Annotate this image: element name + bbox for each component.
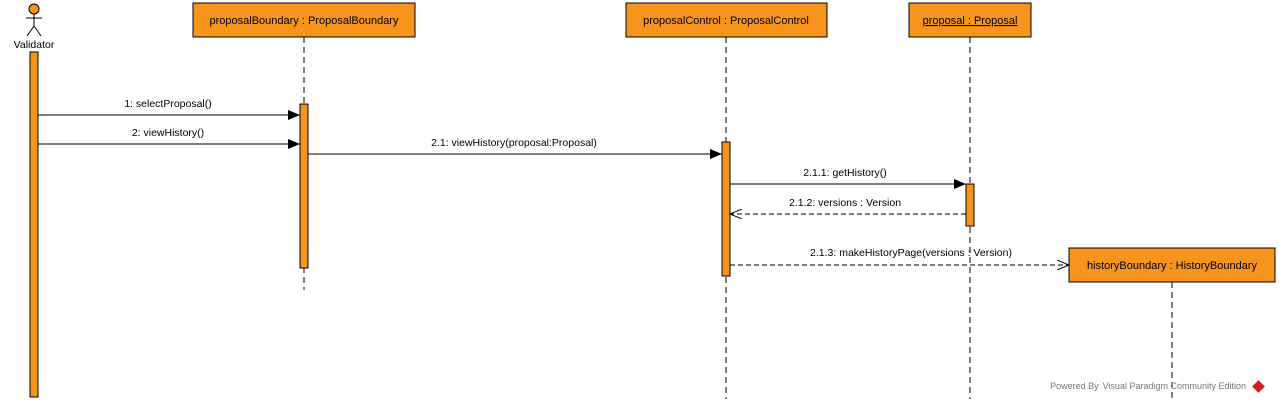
actor-validator[interactable]: Validator	[14, 3, 55, 51]
actor-name: Validator	[14, 39, 55, 51]
message-label: 2.1.1: getHistory()	[803, 167, 886, 179]
lifeline-proposal[interactable]: proposal : Proposal	[908, 2, 1032, 399]
lifeline-head-proposal-control[interactable]	[625, 2, 828, 38]
lifeline-label: historyBoundary : HistoryBoundary	[1087, 260, 1257, 272]
message-view-history[interactable]: 2: viewHistory()	[38, 127, 300, 149]
activation-validator	[29, 51, 39, 398]
lifeline-proposal-boundary[interactable]: proposalBoundary : ProposalBoundary	[192, 2, 416, 290]
message-label: 2: viewHistory()	[132, 127, 204, 139]
message-get-history[interactable]: 2.1.1: getHistory()	[730, 167, 966, 189]
activation-proposal	[965, 183, 975, 227]
message-label: 1: selectProposal()	[124, 98, 212, 110]
message-make-history-page[interactable]: 2.1.3: makeHistoryPage(versions : Versio…	[730, 247, 1069, 265]
message-label: 2.1.2: versions : Version	[789, 197, 901, 209]
footer-prefix: Powered By	[1050, 381, 1099, 391]
lifeline-head-proposal[interactable]	[908, 2, 1032, 38]
footer-brand: Visual Paradigm Community Edition	[1102, 381, 1246, 391]
lifeline-label: proposal : Proposal	[923, 15, 1018, 27]
message-select-proposal[interactable]: 1: selectProposal()	[38, 98, 300, 120]
activation-proposal-boundary	[299, 103, 309, 269]
lifeline-proposal-control[interactable]: proposalControl : ProposalControl	[625, 2, 828, 399]
lifeline-head-proposal-boundary[interactable]	[192, 2, 416, 38]
lifeline-label: proposalBoundary : ProposalBoundary	[210, 15, 399, 27]
footer-watermark: Powered By Visual Paradigm Community Edi…	[1050, 379, 1265, 393]
message-view-history-proposal[interactable]: 2.1: viewHistory(proposal:Proposal)	[308, 137, 722, 159]
lifeline-history-boundary[interactable]: historyBoundary : HistoryBoundary	[1068, 247, 1276, 399]
message-label: 2.1.3: makeHistoryPage(versions : Versio…	[810, 247, 1012, 259]
stick-figure-icon	[26, 3, 42, 37]
lifeline-label: proposalControl : ProposalControl	[643, 15, 809, 27]
message-return-versions[interactable]: 2.1.2: versions : Version	[730, 197, 966, 214]
lifeline-head-history-boundary[interactable]	[1068, 247, 1276, 283]
message-label: 2.1: viewHistory(proposal:Proposal)	[431, 137, 597, 149]
activation-proposal-control	[721, 141, 731, 277]
visual-paradigm-logo-icon	[1252, 379, 1265, 393]
